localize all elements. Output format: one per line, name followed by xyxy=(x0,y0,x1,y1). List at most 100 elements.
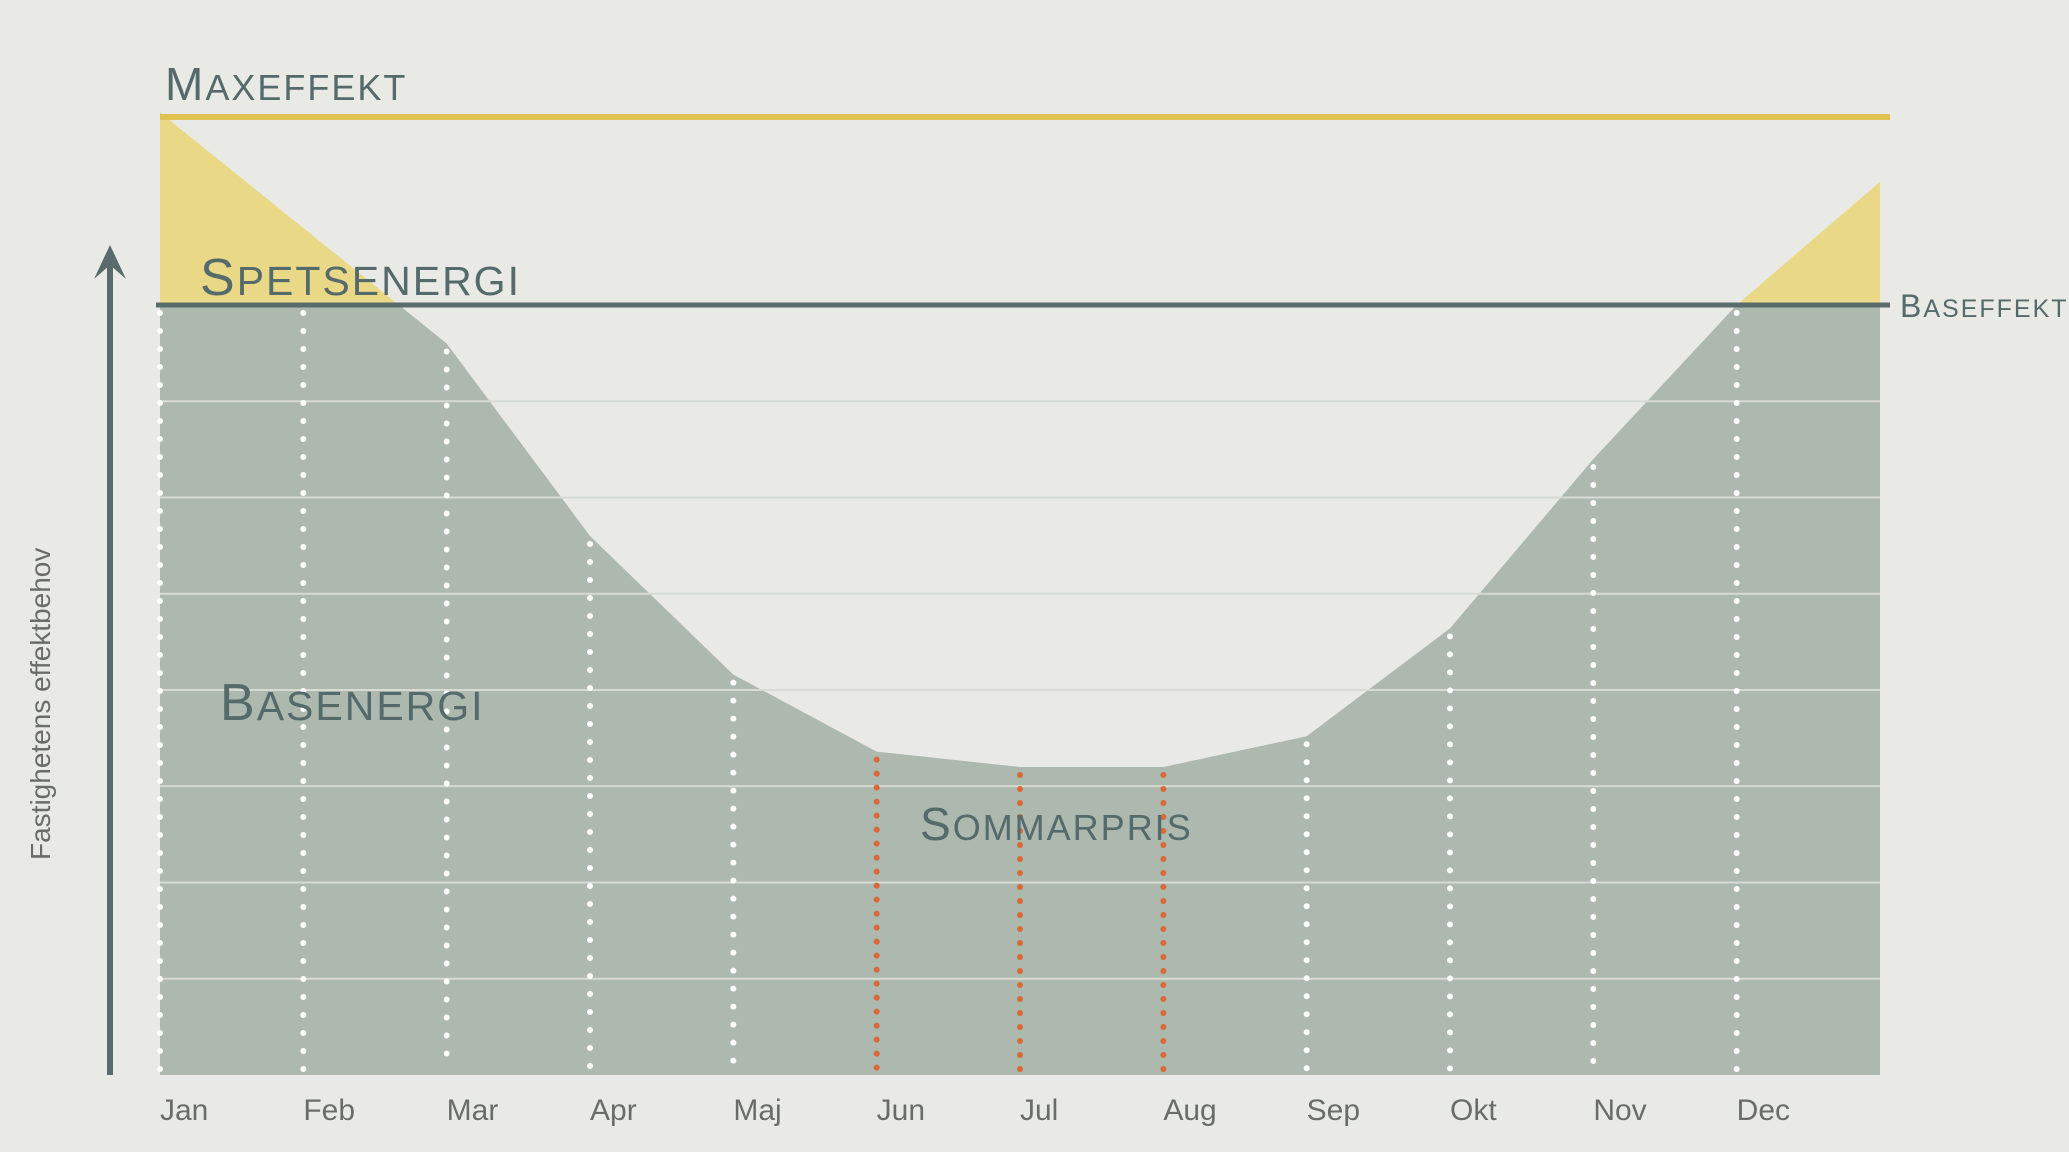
summer-divider-dot xyxy=(1017,996,1023,1002)
summer-divider-dot xyxy=(874,841,880,847)
month-divider-dot xyxy=(1734,814,1740,820)
summer-divider-dot xyxy=(1017,912,1023,918)
energy-demand-chart: JanFebMarAprMajJunJulAugSepOktNovDecFast… xyxy=(0,0,2069,1152)
month-divider-dot xyxy=(587,811,593,817)
month-divider-dot xyxy=(444,637,450,643)
month-divider-dot xyxy=(1447,669,1453,675)
month-divider-dot xyxy=(1734,958,1740,964)
summer-divider-dot xyxy=(1160,870,1166,876)
month-divider-dot xyxy=(300,958,306,964)
month-divider-dot xyxy=(300,616,306,622)
month-divider-dot xyxy=(444,889,450,895)
summer-divider-dot xyxy=(1160,940,1166,946)
summer-divider-dot xyxy=(1160,926,1166,932)
month-divider-dot xyxy=(587,901,593,907)
month-divider-dot xyxy=(444,871,450,877)
month-divider-dot xyxy=(157,436,163,442)
month-divider-dot xyxy=(1590,482,1596,488)
month-divider-dot xyxy=(157,616,163,622)
month-divider-dot xyxy=(1304,795,1310,801)
month-divider-dot xyxy=(1590,680,1596,686)
month-divider-dot xyxy=(587,1009,593,1015)
month-divider-dot xyxy=(157,868,163,874)
month-divider-dot xyxy=(1447,759,1453,765)
month-divider-dot xyxy=(444,925,450,931)
month-divider-dot xyxy=(587,667,593,673)
summer-divider-dot xyxy=(874,855,880,861)
summer-divider-dot xyxy=(1017,884,1023,890)
month-divider-dot xyxy=(444,601,450,607)
month-divider-dot xyxy=(157,922,163,928)
month-divider-dot xyxy=(157,832,163,838)
month-divider-dot xyxy=(587,577,593,583)
month-divider-dot xyxy=(157,850,163,856)
summer-divider-dot xyxy=(1017,968,1023,974)
month-divider-dot xyxy=(157,418,163,424)
month-divider-dot xyxy=(730,680,736,686)
month-divider-dot xyxy=(157,580,163,586)
summer-divider-dot xyxy=(874,925,880,931)
summer-divider-dot xyxy=(874,953,880,959)
basenergi-label: BASENERGI xyxy=(220,674,485,732)
month-divider-dot xyxy=(444,979,450,985)
month-divider-dot xyxy=(300,976,306,982)
month-divider-dot xyxy=(1447,651,1453,657)
month-divider-dot xyxy=(1304,921,1310,927)
summer-divider-dot xyxy=(1017,954,1023,960)
summer-divider-dot xyxy=(874,1065,880,1071)
month-divider-dot xyxy=(157,364,163,370)
month-divider-dot xyxy=(157,706,163,712)
month-divider-dot xyxy=(587,757,593,763)
month-divider-dot xyxy=(444,385,450,391)
month-divider-dot xyxy=(157,688,163,694)
month-divider-dot xyxy=(157,940,163,946)
month-label: Okt xyxy=(1450,1094,1497,1127)
month-divider-dot xyxy=(1447,831,1453,837)
month-divider-dot xyxy=(1447,777,1453,783)
summer-divider-dot xyxy=(1017,856,1023,862)
month-divider-dot xyxy=(1734,922,1740,928)
month-divider-dot xyxy=(730,788,736,794)
month-divider-dot xyxy=(300,346,306,352)
month-label: Dec xyxy=(1737,1094,1790,1127)
month-label: Jan xyxy=(160,1094,208,1127)
month-divider-dot xyxy=(730,1058,736,1064)
month-divider-dot xyxy=(444,781,450,787)
month-divider-dot xyxy=(157,634,163,640)
month-divider-dot xyxy=(730,716,736,722)
month-divider-dot xyxy=(587,775,593,781)
summer-divider-dot xyxy=(874,1037,880,1043)
month-divider-dot xyxy=(1734,742,1740,748)
month-divider-dot xyxy=(157,652,163,658)
month-divider-dot xyxy=(444,529,450,535)
month-divider-dot xyxy=(444,493,450,499)
month-divider-dot xyxy=(444,673,450,679)
month-divider-dot xyxy=(730,860,736,866)
month-divider-dot xyxy=(300,400,306,406)
month-divider-dot xyxy=(157,1048,163,1054)
month-divider-dot xyxy=(157,976,163,982)
month-divider-dot xyxy=(1304,777,1310,783)
month-divider-dot xyxy=(1447,705,1453,711)
month-divider-dot xyxy=(1734,346,1740,352)
month-divider-dot xyxy=(157,796,163,802)
month-divider-dot xyxy=(587,595,593,601)
month-divider-dot xyxy=(300,454,306,460)
summer-divider-dot xyxy=(874,799,880,805)
month-divider-dot xyxy=(1590,878,1596,884)
month-divider-dot xyxy=(444,1015,450,1021)
month-divider-dot xyxy=(300,868,306,874)
month-divider-dot xyxy=(444,943,450,949)
summer-divider-dot xyxy=(1017,870,1023,876)
month-divider-dot xyxy=(730,1022,736,1028)
month-divider-dot xyxy=(587,991,593,997)
month-divider-dot xyxy=(587,883,593,889)
month-divider-dot xyxy=(300,760,306,766)
month-divider-dot xyxy=(444,1051,450,1057)
month-divider-dot xyxy=(157,742,163,748)
month-divider-dot xyxy=(1590,1022,1596,1028)
month-divider-dot xyxy=(1734,724,1740,730)
month-divider-dot xyxy=(444,583,450,589)
summer-divider-dot xyxy=(1160,968,1166,974)
month-divider-dot xyxy=(300,904,306,910)
